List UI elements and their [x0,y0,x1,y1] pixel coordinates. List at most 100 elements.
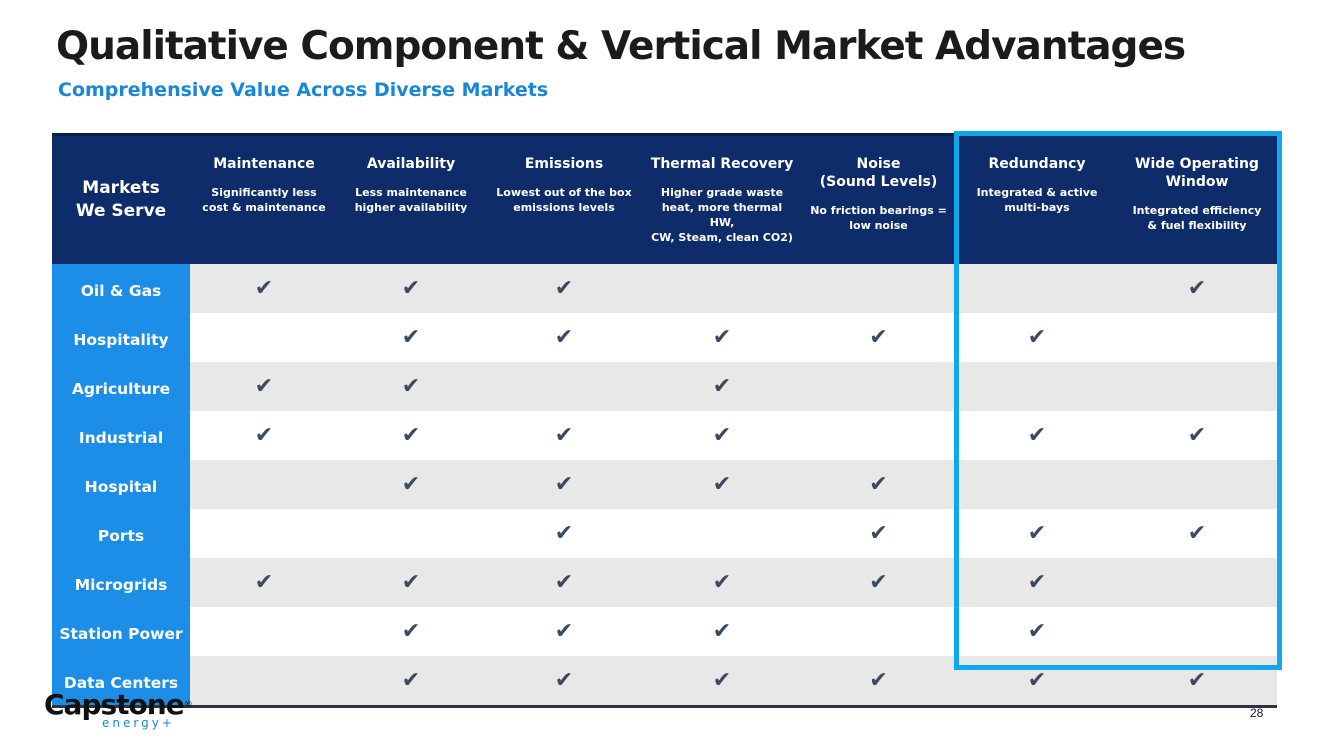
table-cell: ✔ [644,656,800,708]
table-cell [644,509,800,558]
table-row: Station Power ✔ ✔ ✔ ✔ [52,607,1277,656]
table-cell: ✔ [957,411,1117,460]
checkmark-icon: ✔ [869,472,888,497]
checkmark-icon: ✔ [554,472,574,497]
column-header: Availability Less maintenance higher avai… [338,133,484,264]
column-title: Thermal Recovery [650,156,794,172]
checkmark-icon: ✔ [869,668,888,693]
column-title: Redundancy [988,156,1086,172]
market-label: Microgrids [52,558,190,607]
table-cell [957,460,1117,509]
market-label: Hospitality [52,313,190,362]
column-description: No friction bearings = low noise [810,204,947,232]
table-cell [800,264,957,313]
checkmark-icon: ✔ [712,619,732,644]
checkmark-icon: ✔ [401,619,421,644]
table-cell: ✔ [644,362,800,411]
table-cell: ✔ [484,264,644,313]
table-cell [1117,362,1277,411]
table-cell: ✔ [338,656,484,708]
checkmark-icon: ✔ [401,423,421,448]
column-header: Maintenance Significantly less cost & mai… [190,133,338,264]
column-description: Higher grade waste heat, more thermal HW… [651,186,793,244]
column-description: Lowest out of the box emissions levels [496,186,632,214]
table-cell [190,509,338,558]
market-label: Station Power [52,607,190,656]
checkmark-icon: ✔ [1027,619,1047,644]
logo-wordmark: Capstone® [44,688,193,721]
table-cell [1117,607,1277,656]
checkmark-icon: ✔ [254,570,274,595]
markets-header-label: Markets We Serve [75,178,167,221]
checkmark-icon: ✔ [1187,423,1207,448]
table-cell: ✔ [644,558,800,607]
table-cell [1117,313,1277,362]
checkmark-icon: ✔ [712,325,732,350]
table-cell: ✔ [484,558,644,607]
checkmark-icon: ✔ [869,521,888,546]
table-cell [190,460,338,509]
table-cell [190,656,338,708]
table-cell: ✔ [1117,411,1277,460]
table-cell [190,313,338,362]
checkmark-icon: ✔ [254,374,274,399]
column-title: Wide Operating Window [1135,156,1259,190]
column-header: Thermal Recovery Higher grade waste heat,… [644,133,800,264]
table-cell: ✔ [800,509,957,558]
table-row: Hospitality ✔ ✔ ✔ ✔ ✔ [52,313,1277,362]
table-cell: ✔ [338,460,484,509]
checkmark-icon: ✔ [554,619,574,644]
market-label: Hospital [52,460,190,509]
table-row: Ports ✔ ✔ ✔ ✔ [52,509,1277,558]
checkmark-icon: ✔ [1187,668,1207,693]
table-cell: ✔ [800,558,957,607]
table-cell: ✔ [484,509,644,558]
table-cell: ✔ [338,362,484,411]
checkmark-icon: ✔ [712,472,732,497]
market-label: Data Centers [52,656,190,708]
column-title: Maintenance [213,156,315,172]
table-cell: ✔ [957,607,1117,656]
column-description: Less maintenance higher availability [354,186,468,214]
checkmark-icon: ✔ [401,374,421,399]
comparison-table: Markets We Serve Maintenance Significantl… [52,133,1277,708]
table-row: Data Centers ✔ ✔ ✔ ✔ ✔ ✔ [52,656,1277,708]
table-cell [800,362,957,411]
checkmark-icon: ✔ [1027,668,1047,693]
checkmark-icon: ✔ [254,276,274,301]
table-cell: ✔ [484,411,644,460]
table-cell: ✔ [338,264,484,313]
column-header: Emissions Lowest out of the box emissions… [484,133,644,264]
table-cell: ✔ [190,558,338,607]
checkmark-icon: ✔ [712,423,732,448]
table-cell: ✔ [338,607,484,656]
checkmark-icon: ✔ [712,668,732,693]
table-cell: ✔ [644,607,800,656]
market-label: Oil & Gas [52,264,190,313]
market-label: Industrial [52,411,190,460]
table-cell: ✔ [1117,656,1277,708]
column-title: Noise (Sound Levels) [819,156,938,190]
checkmark-icon: ✔ [401,570,421,595]
checkmark-icon: ✔ [1027,325,1047,350]
market-label: Ports [52,509,190,558]
column-header: Noise (Sound Levels) No friction bearings… [800,133,957,264]
table-cell [338,509,484,558]
checkmark-icon: ✔ [401,472,421,497]
page-subtitle: Comprehensive Value Across Diverse Marke… [58,79,549,101]
table-cell: ✔ [800,460,957,509]
checkmark-icon: ✔ [712,374,732,399]
table-cell: ✔ [644,313,800,362]
checkmark-icon: ✔ [1187,521,1207,546]
table-cell: ✔ [644,411,800,460]
checkmark-icon: ✔ [401,668,421,693]
table-cell [800,607,957,656]
table-row: Agriculture ✔ ✔ ✔ [52,362,1277,411]
table-cell: ✔ [957,509,1117,558]
table-header-row: Markets We Serve Maintenance Significantl… [52,133,1277,264]
column-header: Redundancy Integrated & active multi-bays [957,133,1117,264]
checkmark-icon: ✔ [1027,521,1047,546]
table-cell: ✔ [484,607,644,656]
column-description: Integrated & active multi-bays [976,186,1098,214]
column-title: Availability [366,156,456,172]
